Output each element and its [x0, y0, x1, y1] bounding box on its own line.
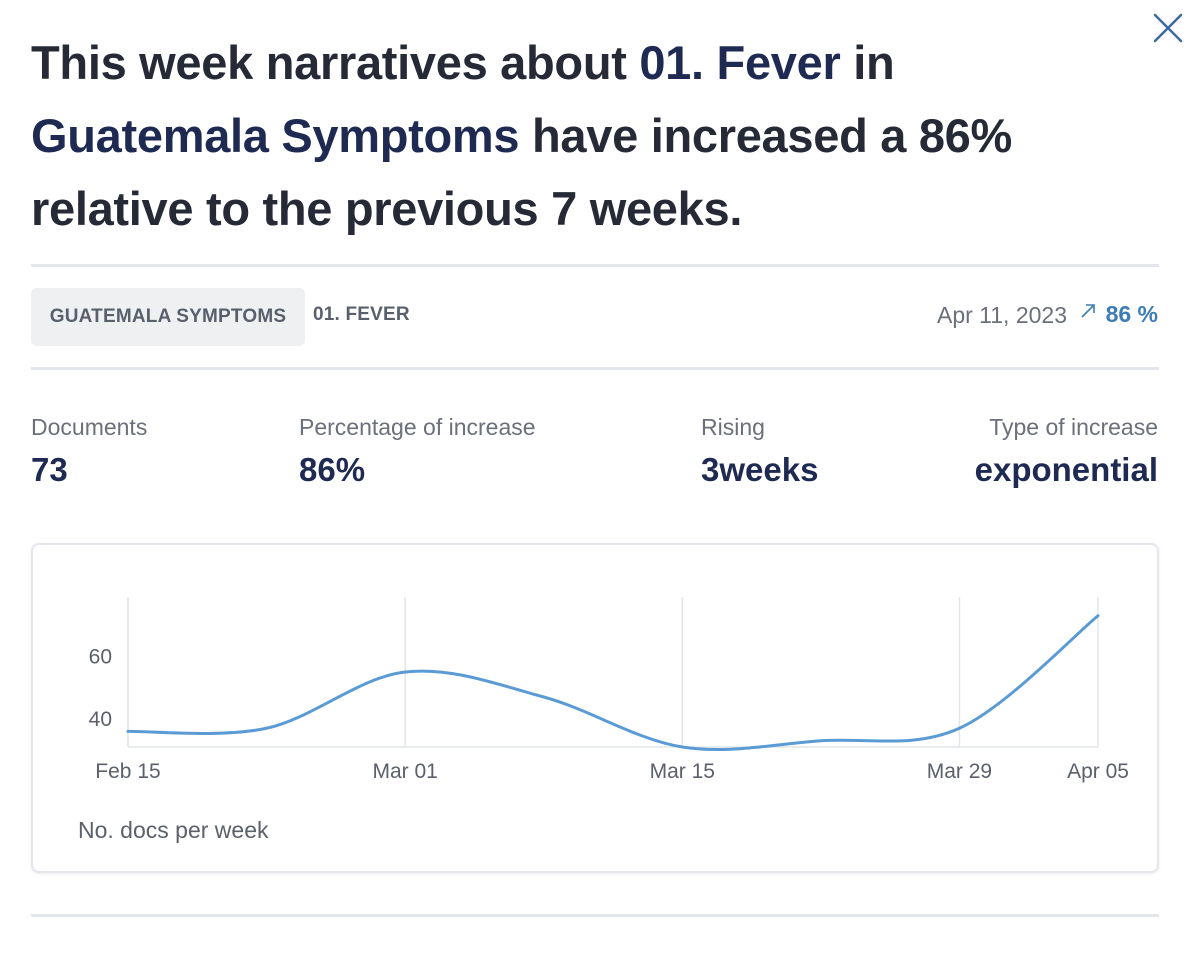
chart-card: Feb 15 Mar 01 Mar 15 Mar 29 Apr 05 40 60 No. d… — [31, 543, 1159, 873]
x-tick-label: Mar 01 — [372, 760, 437, 783]
x-tick-label: Mar 15 — [650, 760, 715, 783]
headline-category: Guatemala Symptoms — [31, 109, 520, 162]
headline: This week narratives about 01. Fever in … — [31, 26, 1131, 245]
divider-top — [31, 264, 1159, 267]
chart-caption: No. docs per week — [78, 817, 269, 843]
series-line — [126, 614, 1100, 752]
stat-value: 3weeks — [701, 451, 819, 488]
y-tick-label: 40 — [89, 708, 112, 731]
divider-bottom — [31, 914, 1159, 917]
tag-category[interactable]: GUATEMALA SYMPTOMS — [31, 288, 305, 346]
headline-text-2: in — [840, 36, 895, 89]
headline-topic: 01. Fever — [639, 36, 841, 89]
stat-rising: Rising 3weeks — [701, 414, 818, 489]
stat-value: 86% — [299, 451, 366, 488]
x-tick-label: Mar 29 — [927, 760, 992, 783]
close-button[interactable] — [1148, 8, 1188, 48]
stat-documents: Documents 73 — [31, 414, 147, 489]
date-label: Apr 11, 2023 — [936, 302, 1067, 328]
change-badge: 86 % — [1105, 301, 1158, 327]
stat-type: Type of increase exponential — [975, 414, 1158, 489]
stat-label: Type of increase — [989, 414, 1158, 440]
stat-label: Documents — [31, 414, 148, 440]
headline-text-3: have increased a 86% relative to the pre… — [31, 109, 1012, 235]
stat-percentage: Percentage of increase 86% — [299, 414, 536, 489]
stat-label: Percentage of increase — [299, 414, 536, 440]
line-chart: Feb 15 Mar 01 Mar 15 Mar 29 Apr 05 40 60 — [89, 597, 1129, 783]
y-tick-label: 60 — [89, 645, 112, 668]
divider-middle — [31, 367, 1159, 370]
x-tick-label: Feb 15 — [95, 760, 160, 783]
stat-value: 73 — [31, 451, 68, 488]
stat-value: exponential — [974, 451, 1158, 488]
headline-text-1: This week narratives about — [31, 36, 640, 89]
x-tick-label: Apr 05 — [1067, 760, 1129, 783]
stat-label: Rising — [701, 414, 765, 440]
close-icon — [1153, 13, 1183, 43]
arrow-up-right-icon — [1081, 304, 1095, 318]
tag-topic[interactable]: 01. FEVER — [313, 304, 410, 325]
